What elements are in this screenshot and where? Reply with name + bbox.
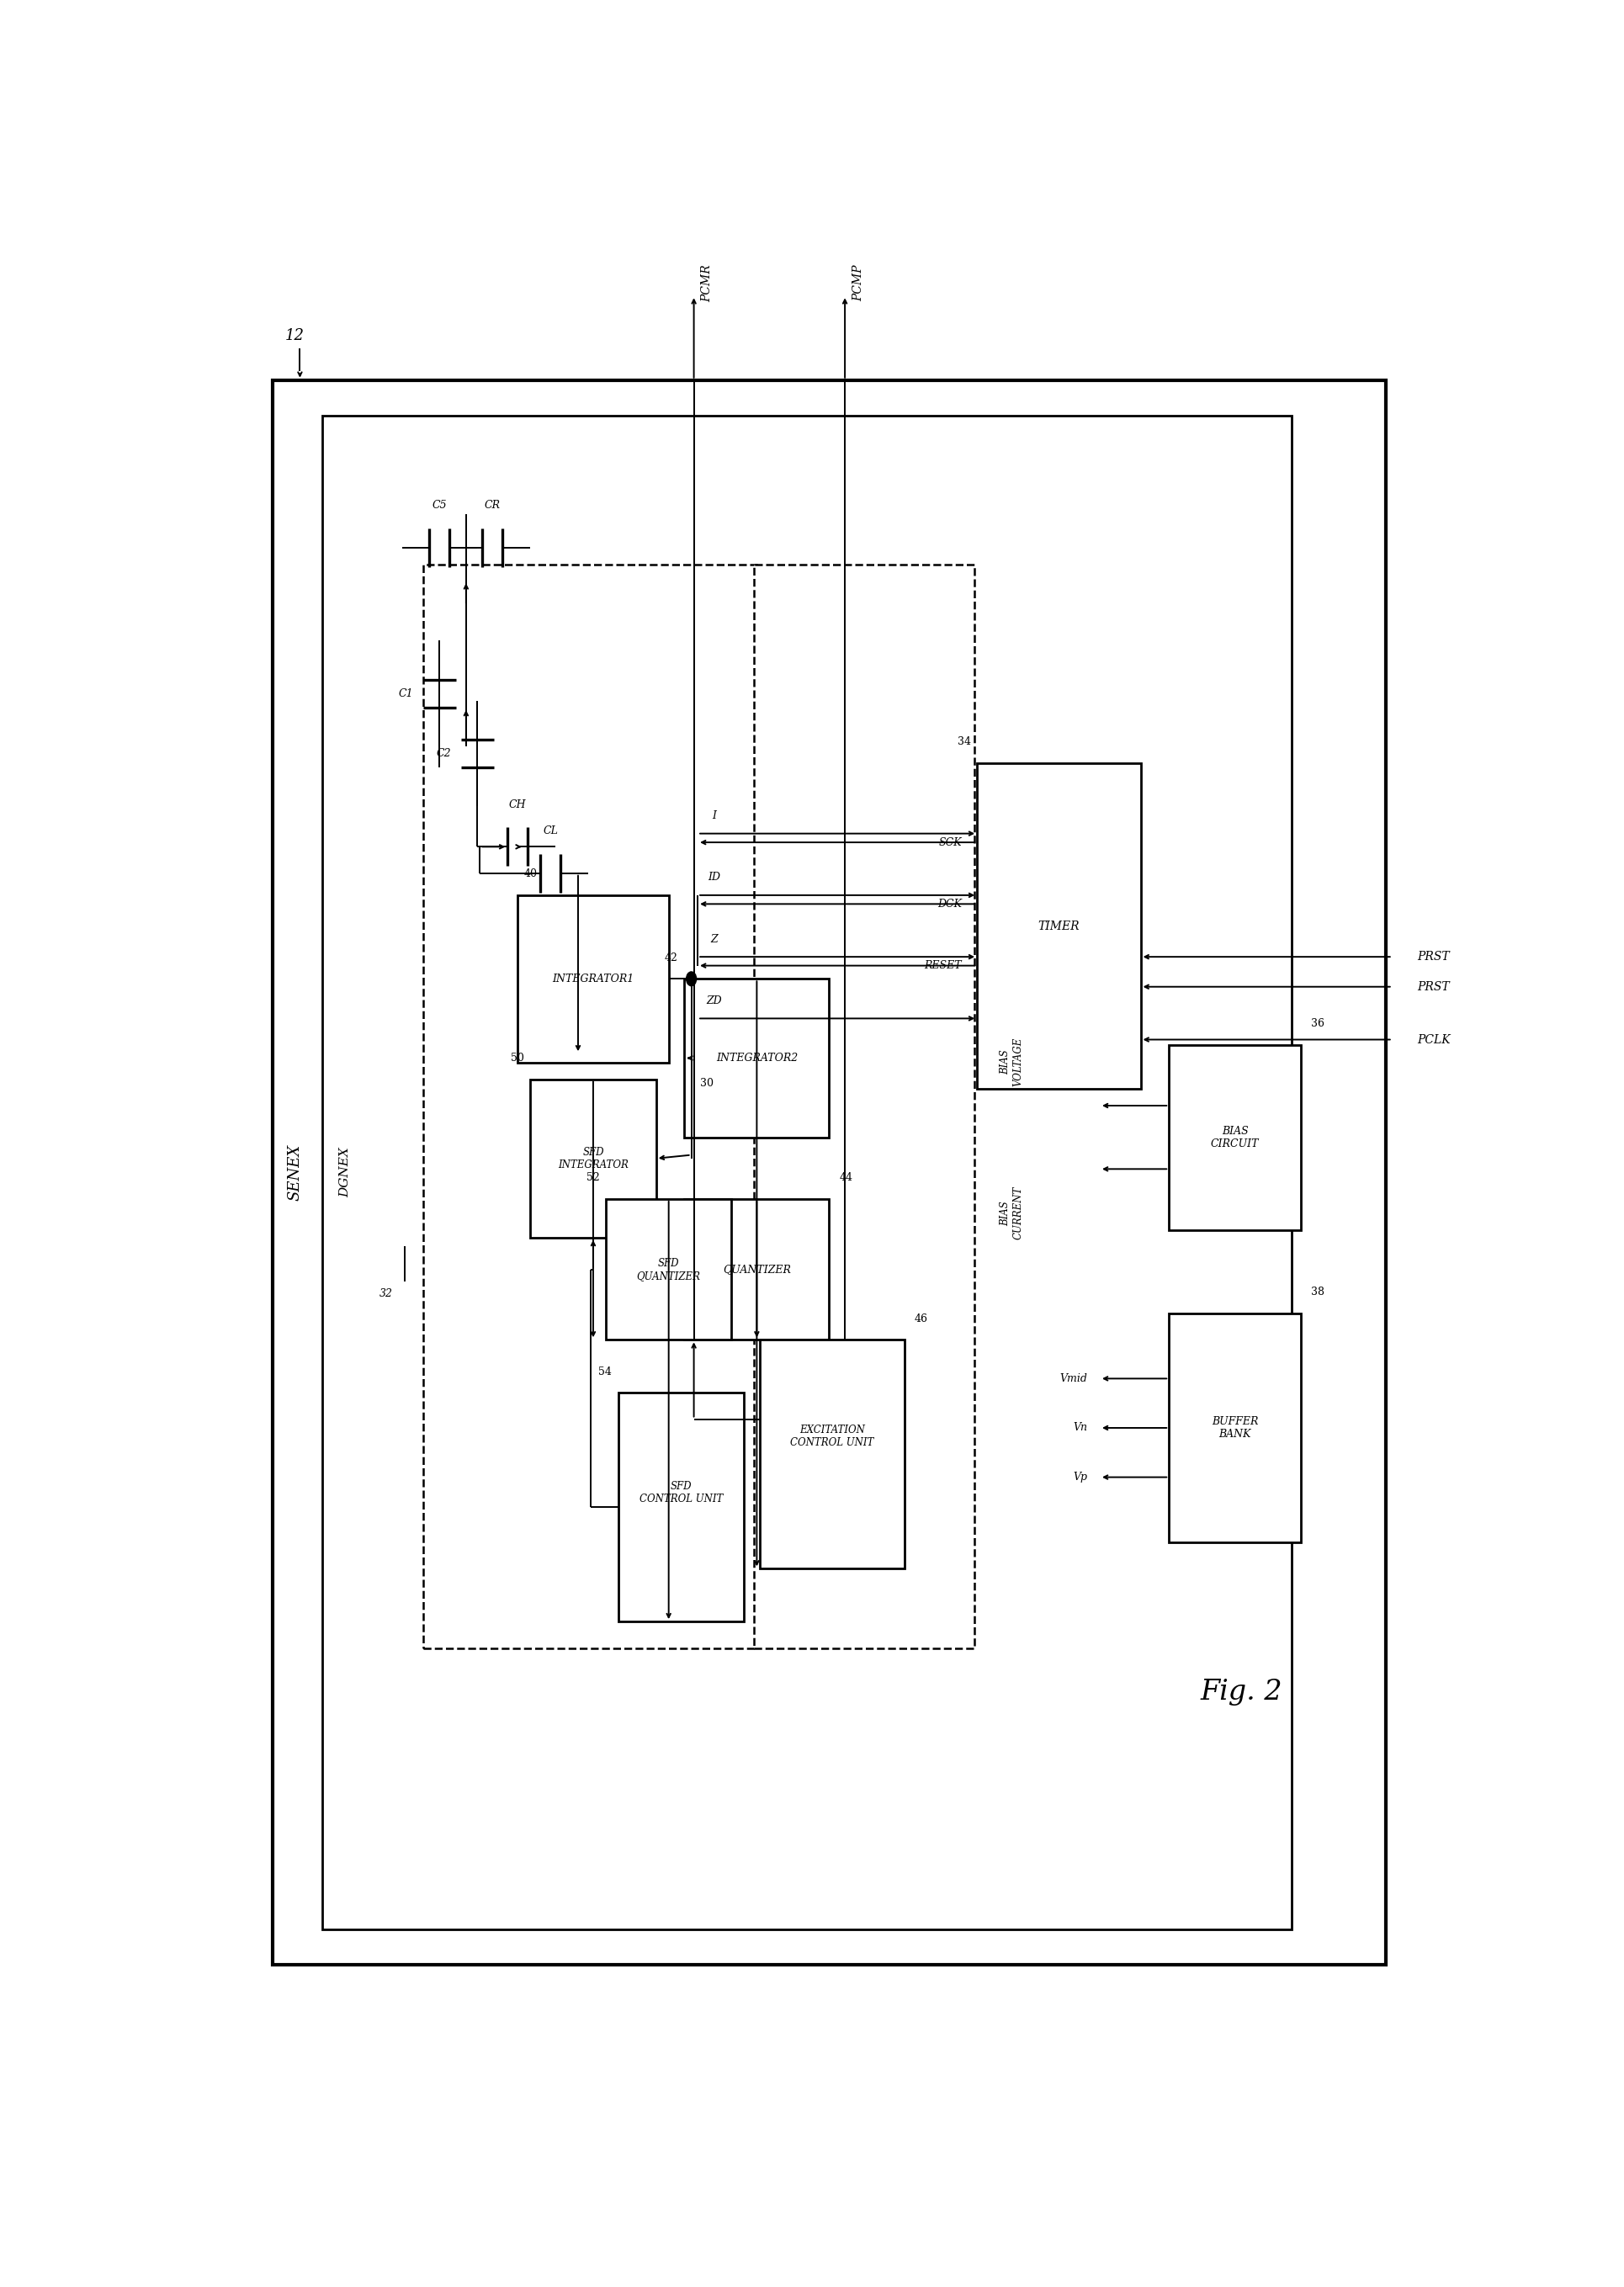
Text: I: I <box>711 810 716 821</box>
Text: C2: C2 <box>437 748 451 759</box>
Text: INTEGRATOR2: INTEGRATOR2 <box>716 1052 797 1063</box>
Text: 42: 42 <box>664 951 679 963</box>
Text: BIAS
CURRENT: BIAS CURRENT <box>1000 1187 1023 1240</box>
Bar <box>323 416 1291 1930</box>
Text: 54: 54 <box>599 1365 612 1377</box>
Text: SCK: SCK <box>939 837 961 848</box>
Text: 32: 32 <box>380 1288 393 1299</box>
Bar <box>978 764 1140 1089</box>
Text: 40: 40 <box>525 869 538 880</box>
Text: Vp: Vp <box>1073 1473 1086 1482</box>
Text: 46: 46 <box>914 1313 929 1324</box>
Text: RESET: RESET <box>924 961 961 972</box>
Text: 30: 30 <box>700 1077 713 1089</box>
Text: PCMP: PCMP <box>853 265 864 302</box>
Text: BIAS
CIRCUIT: BIAS CIRCUIT <box>1212 1125 1259 1148</box>
Bar <box>684 1198 830 1340</box>
Text: 50: 50 <box>510 1052 525 1063</box>
Text: PCMR: PCMR <box>702 265 713 302</box>
Bar <box>760 1340 905 1569</box>
Bar <box>1169 1045 1301 1230</box>
Bar <box>754 565 974 1649</box>
Bar <box>518 894 669 1063</box>
Text: Vn: Vn <box>1073 1423 1086 1434</box>
Bar <box>1169 1313 1301 1541</box>
Text: PRST: PRST <box>1418 951 1450 963</box>
Text: Fig. 2: Fig. 2 <box>1200 1679 1283 1706</box>
Circle shape <box>687 972 697 986</box>
Text: DGNEX: DGNEX <box>339 1148 351 1198</box>
Bar <box>619 1393 744 1621</box>
Text: 44: 44 <box>840 1173 853 1182</box>
Text: SFD
CONTROL UNIT: SFD CONTROL UNIT <box>640 1482 723 1505</box>
Text: QUANTIZER: QUANTIZER <box>723 1265 791 1274</box>
Text: ZD: ZD <box>706 995 721 1006</box>
Text: PRST: PRST <box>1418 981 1450 993</box>
Bar <box>529 1079 656 1237</box>
Bar <box>273 380 1387 1965</box>
Text: BUFFER
BANK: BUFFER BANK <box>1212 1416 1259 1441</box>
Text: CH: CH <box>508 798 526 810</box>
Text: CR: CR <box>484 499 500 510</box>
Text: 36: 36 <box>1311 1018 1325 1029</box>
Bar <box>424 565 757 1649</box>
Text: 38: 38 <box>1311 1288 1325 1297</box>
Text: PCLK: PCLK <box>1418 1034 1450 1045</box>
Text: C1: C1 <box>398 688 412 700</box>
Text: SENEX: SENEX <box>287 1144 302 1201</box>
Text: C5: C5 <box>432 499 447 510</box>
Text: SFD
INTEGRATOR: SFD INTEGRATOR <box>559 1146 628 1171</box>
Text: INTEGRATOR1: INTEGRATOR1 <box>552 974 633 983</box>
Text: BIAS
VOLTAGE: BIAS VOLTAGE <box>1000 1036 1023 1086</box>
Text: Vmid: Vmid <box>1059 1372 1086 1384</box>
Text: CL: CL <box>542 826 559 837</box>
Text: TIMER: TIMER <box>1038 919 1080 931</box>
Text: 34: 34 <box>957 736 971 748</box>
Text: EXCITATION
CONTROL UNIT: EXCITATION CONTROL UNIT <box>791 1425 874 1448</box>
Bar <box>606 1198 731 1340</box>
Text: 52: 52 <box>586 1173 599 1182</box>
Text: SFD
QUANTIZER: SFD QUANTIZER <box>637 1258 700 1281</box>
Text: Z: Z <box>710 933 718 945</box>
Text: 12: 12 <box>284 329 304 343</box>
Bar <box>684 979 830 1137</box>
Text: DCK: DCK <box>937 899 961 910</box>
Text: ID: ID <box>708 871 721 883</box>
